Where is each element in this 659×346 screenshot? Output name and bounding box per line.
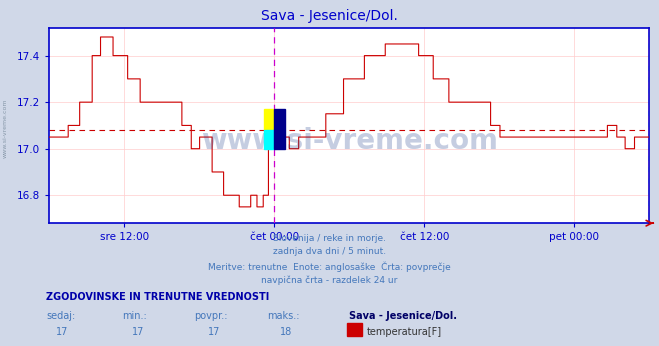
Text: 18: 18 <box>280 327 293 337</box>
Text: www.si-vreme.com: www.si-vreme.com <box>3 98 8 158</box>
Text: navpična črta - razdelek 24 ur: navpična črta - razdelek 24 ur <box>262 275 397 284</box>
Text: 17: 17 <box>132 327 144 337</box>
Bar <box>264 130 274 149</box>
Text: Sava - Jesenice/Dol.: Sava - Jesenice/Dol. <box>261 9 398 22</box>
Bar <box>264 109 274 130</box>
Text: 17: 17 <box>208 327 220 337</box>
Text: Slovenija / reke in morje.: Slovenija / reke in morje. <box>273 234 386 243</box>
Text: 17: 17 <box>56 327 69 337</box>
Text: Sava - Jesenice/Dol.: Sava - Jesenice/Dol. <box>349 311 457 321</box>
Text: zadnja dva dni / 5 minut.: zadnja dva dni / 5 minut. <box>273 247 386 256</box>
Text: Meritve: trenutne  Enote: anglosaške  Črta: povprečje: Meritve: trenutne Enote: anglosaške Črta… <box>208 261 451 272</box>
Text: www.si-vreme.com: www.si-vreme.com <box>201 127 498 155</box>
Text: ZGODOVINSKE IN TRENUTNE VREDNOSTI: ZGODOVINSKE IN TRENUTNE VREDNOSTI <box>46 292 270 302</box>
Text: sedaj:: sedaj: <box>46 311 75 321</box>
Text: maks.:: maks.: <box>267 311 299 321</box>
Text: min.:: min.: <box>122 311 147 321</box>
Text: povpr.:: povpr.: <box>194 311 228 321</box>
Text: temperatura[F]: temperatura[F] <box>366 327 442 337</box>
Bar <box>274 109 285 149</box>
